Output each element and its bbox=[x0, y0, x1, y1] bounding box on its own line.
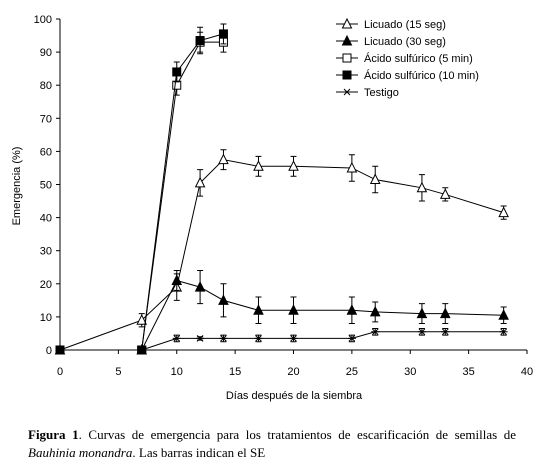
y-tick-label: 90 bbox=[40, 47, 52, 59]
x-tick-label: 35 bbox=[463, 366, 475, 378]
data-point bbox=[254, 335, 263, 342]
y-tick-label: 40 bbox=[40, 213, 52, 225]
y-axis-label: Emergencia (%) bbox=[11, 147, 23, 226]
data-point bbox=[439, 307, 451, 319]
legend-label: Testigo bbox=[364, 87, 399, 99]
chart-legend: Licuado (15 seg) Licuado (30 seg) Ácido su… bbox=[336, 17, 479, 99]
data-point bbox=[136, 314, 148, 325]
y-tick-label: 70 bbox=[40, 113, 52, 125]
data-point bbox=[288, 160, 299, 171]
series-2 bbox=[136, 270, 509, 355]
data-point bbox=[218, 153, 229, 165]
series-1 bbox=[54, 149, 509, 355]
series-3 bbox=[137, 31, 228, 355]
series-line bbox=[141, 41, 224, 351]
legend-item-3: Ácido sulfúrico (5 min) bbox=[336, 52, 473, 65]
x-tick-label: 15 bbox=[229, 366, 241, 378]
data-point bbox=[55, 345, 65, 355]
x-tick-label: 20 bbox=[287, 366, 299, 378]
legend-label: Ácido sulfúrico (5 min) bbox=[364, 52, 473, 65]
x-tick-label: 40 bbox=[521, 366, 533, 378]
data-point bbox=[498, 206, 509, 218]
data-point bbox=[219, 335, 228, 342]
emergence-chart: 0 10 20 30 40 50 60 70 80 90 100 0 5 10 15 20 25 30 35 40 L… bbox=[11, 14, 533, 402]
data-point bbox=[194, 176, 206, 188]
data-point bbox=[417, 328, 426, 336]
data-point bbox=[218, 29, 228, 39]
data-point bbox=[218, 294, 229, 305]
data-point bbox=[196, 335, 205, 342]
data-point bbox=[439, 188, 451, 199]
chart-series bbox=[54, 23, 509, 355]
caption-label: Figura 1 bbox=[28, 427, 79, 442]
legend-marker bbox=[341, 34, 353, 46]
y-tick-label: 30 bbox=[40, 246, 52, 258]
x-tick-label: 5 bbox=[115, 366, 121, 378]
data-point bbox=[499, 328, 508, 336]
data-point bbox=[253, 304, 264, 315]
x-axis-label: Días después de la siembra bbox=[226, 390, 363, 402]
data-point bbox=[347, 335, 356, 342]
legend-item-1: Licuado (15 seg) bbox=[336, 17, 446, 31]
series-line bbox=[60, 33, 224, 351]
legend-label: Licuado (15 seg) bbox=[364, 19, 446, 31]
data-point bbox=[172, 80, 182, 90]
y-tick-label: 50 bbox=[40, 180, 52, 192]
y-tick-label: 80 bbox=[40, 80, 52, 92]
legend-marker bbox=[342, 53, 352, 63]
data-point bbox=[172, 335, 181, 342]
series-line bbox=[59, 159, 504, 351]
series-5 bbox=[137, 327, 508, 354]
data-point bbox=[369, 173, 381, 185]
legend-item-2: Licuado (30 seg) bbox=[336, 34, 446, 48]
data-point bbox=[416, 307, 428, 319]
y-tick-label: 10 bbox=[40, 312, 52, 324]
x-tick-label: 25 bbox=[346, 366, 358, 378]
data-point bbox=[288, 304, 299, 315]
caption-species: Bauhinia monandra bbox=[28, 445, 133, 460]
data-point bbox=[172, 67, 182, 77]
data-point bbox=[171, 274, 183, 285]
data-point bbox=[346, 304, 358, 315]
data-point bbox=[369, 305, 381, 317]
data-point bbox=[137, 346, 146, 354]
y-tick-label: 60 bbox=[40, 146, 52, 158]
legend-label: Ácido sulfúrico (10 min) bbox=[364, 69, 479, 82]
figure-caption: Figura 1. Curvas de emergencia para los … bbox=[28, 426, 516, 462]
data-point bbox=[498, 309, 509, 320]
data-point bbox=[195, 36, 205, 46]
y-tick-label: 20 bbox=[40, 279, 52, 291]
caption-text-end: . Las barras indican el SE bbox=[132, 445, 266, 460]
data-point bbox=[416, 181, 428, 193]
legend-item-5: Testigo bbox=[336, 87, 399, 99]
caption-text: . Curvas de emergencia para los tratamie… bbox=[78, 427, 516, 442]
y-tick-label: 0 bbox=[46, 345, 52, 357]
series-4 bbox=[55, 23, 228, 355]
legend-marker bbox=[342, 70, 352, 80]
x-tick-label: 30 bbox=[404, 366, 416, 378]
legend-marker bbox=[343, 88, 351, 96]
data-point bbox=[346, 161, 358, 173]
x-tick-label: 10 bbox=[171, 366, 183, 378]
series-line bbox=[141, 331, 504, 351]
y-tick-label: 100 bbox=[34, 14, 52, 26]
data-point bbox=[194, 280, 206, 292]
legend-marker bbox=[341, 17, 353, 29]
chart-axes: 0 10 20 30 40 50 60 70 80 90 100 0 5 10 15 20 25 30 35 40 bbox=[34, 14, 533, 378]
data-point bbox=[289, 335, 298, 342]
legend-item-4: Ácido sulfúrico (10 min) bbox=[336, 69, 479, 82]
data-point bbox=[253, 160, 264, 171]
x-tick-label: 0 bbox=[57, 366, 63, 378]
legend-label: Licuado (30 seg) bbox=[364, 36, 446, 48]
data-point bbox=[441, 328, 450, 336]
data-point bbox=[371, 328, 380, 336]
